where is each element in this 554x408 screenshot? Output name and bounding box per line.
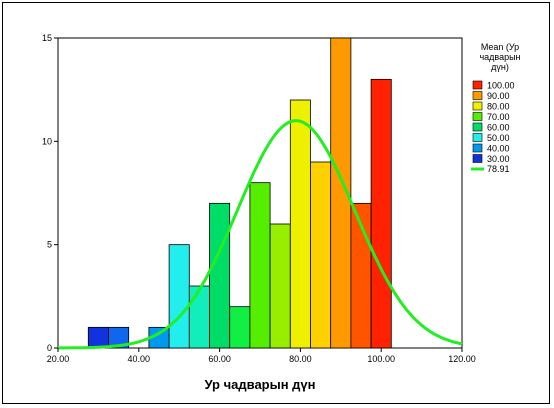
histogram-bar-14 [370,78,392,349]
legend-swatch-8 [472,154,483,163]
legend-swatch-2 [472,91,483,100]
legend-swatch-6 [472,133,483,142]
legend-label-5: 60.00 [487,123,510,133]
legend-swatch-4 [472,112,483,121]
histogram-bar-5 [188,285,210,349]
chart-frame: 20.00 40.00 60.00 80.00 100.00 120.00 0 5 10 15 У… [2,2,550,404]
x-tick-label: 100.00 [367,354,395,364]
legend-label-4: 70.00 [487,112,510,122]
axes-layer: 20.00 40.00 60.00 80.00 100.00 120.00 0 5 10 15 [42,33,476,364]
histogram-bar-10 [289,99,311,349]
normal-curve [58,119,463,350]
histogram-bar-8 [249,182,271,349]
legend-swatch-3 [472,101,483,111]
legend-title-line: дүн) [491,62,509,72]
legend-title-line: чадварын [479,52,520,62]
legend-swatch-1 [472,80,483,90]
histogram-bar-4 [168,244,190,349]
x-tick-label: 120.00 [448,354,476,364]
x-axis-label: Ур чадварын дүн [204,377,315,392]
legend-curve-label: 78.91 [487,164,510,174]
histogram-bar-2 [108,326,130,349]
histogram-bar-11 [310,161,332,349]
histogram-bar-7 [229,306,251,349]
x-tick-label: 20.00 [47,354,70,364]
legend-label-6: 50.00 [487,133,510,143]
histogram-bar-1 [87,326,109,349]
y-tick-label: 0 [47,343,52,353]
legend-label-3: 80.00 [487,102,510,112]
y-tick-label: 10 [42,136,52,146]
legend-label-1: 100.00 [487,81,515,91]
legend-title-line: Mean (Ур [481,42,519,52]
histogram-bar-6 [209,202,231,349]
x-tick-label: 40.00 [128,354,151,364]
histogram-chart: 20.00 40.00 60.00 80.00 100.00 120.00 0 5 10 15 У… [42,33,521,392]
y-tick-label: 5 [47,240,52,250]
histogram-bar-9 [269,223,291,349]
legend-label-7: 40.00 [487,144,510,154]
legend-swatch-5 [472,122,483,132]
y-tick-label: 15 [42,33,52,43]
histogram-bar-12 [330,37,352,349]
legend-label-8: 30.00 [487,154,510,164]
x-tick-label: 80.00 [289,354,312,364]
x-tick-label: 60.00 [208,354,231,364]
legend-label-2: 90.00 [487,91,510,101]
curve-layer [58,119,463,350]
legend-swatch-7 [472,143,483,153]
